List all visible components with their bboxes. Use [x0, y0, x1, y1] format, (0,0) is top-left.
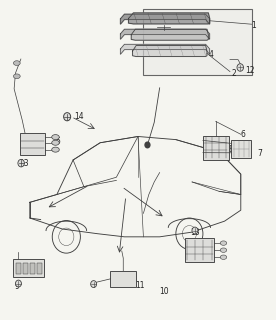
Circle shape [145, 142, 150, 148]
Polygon shape [120, 29, 210, 39]
Bar [20, 133, 45, 155]
Bar [231, 140, 251, 158]
Text: 2: 2 [231, 69, 236, 78]
Text: 5: 5 [55, 137, 60, 146]
Text: 9: 9 [14, 282, 19, 291]
Polygon shape [129, 13, 210, 24]
Text: 7: 7 [257, 149, 262, 158]
Bar [13, 260, 44, 277]
Text: 8: 8 [229, 145, 233, 154]
Text: 12: 12 [245, 66, 254, 75]
Ellipse shape [14, 74, 20, 79]
Bar [23, 262, 28, 274]
Text: 8: 8 [209, 244, 214, 253]
Polygon shape [132, 45, 207, 57]
Text: 4: 4 [208, 51, 213, 60]
Ellipse shape [220, 255, 227, 260]
Text: 13: 13 [190, 228, 200, 237]
Circle shape [18, 159, 24, 167]
Text: 14: 14 [75, 112, 84, 121]
Circle shape [237, 64, 243, 71]
Text: 11: 11 [22, 264, 32, 273]
Ellipse shape [52, 140, 59, 145]
Text: 8: 8 [38, 137, 43, 146]
Bar [16, 262, 21, 274]
Bar [185, 238, 214, 262]
Polygon shape [120, 44, 210, 54]
Bar [203, 136, 229, 160]
Text: 3: 3 [185, 244, 190, 253]
Circle shape [15, 280, 22, 287]
Circle shape [63, 113, 71, 121]
Polygon shape [131, 29, 208, 40]
Text: 11: 11 [135, 281, 145, 290]
Text: 10: 10 [159, 287, 169, 296]
Bar [30, 262, 35, 274]
Circle shape [192, 227, 198, 234]
Ellipse shape [14, 61, 20, 66]
Text: 13: 13 [20, 159, 29, 168]
Text: 1: 1 [252, 21, 256, 30]
Bar [110, 271, 136, 287]
Bar [37, 262, 42, 274]
Bar [144, 10, 252, 75]
Ellipse shape [220, 248, 227, 252]
Polygon shape [120, 14, 210, 24]
Text: 6: 6 [241, 130, 246, 139]
Ellipse shape [220, 241, 227, 245]
Ellipse shape [52, 135, 59, 140]
Ellipse shape [52, 147, 59, 152]
Circle shape [91, 281, 97, 288]
